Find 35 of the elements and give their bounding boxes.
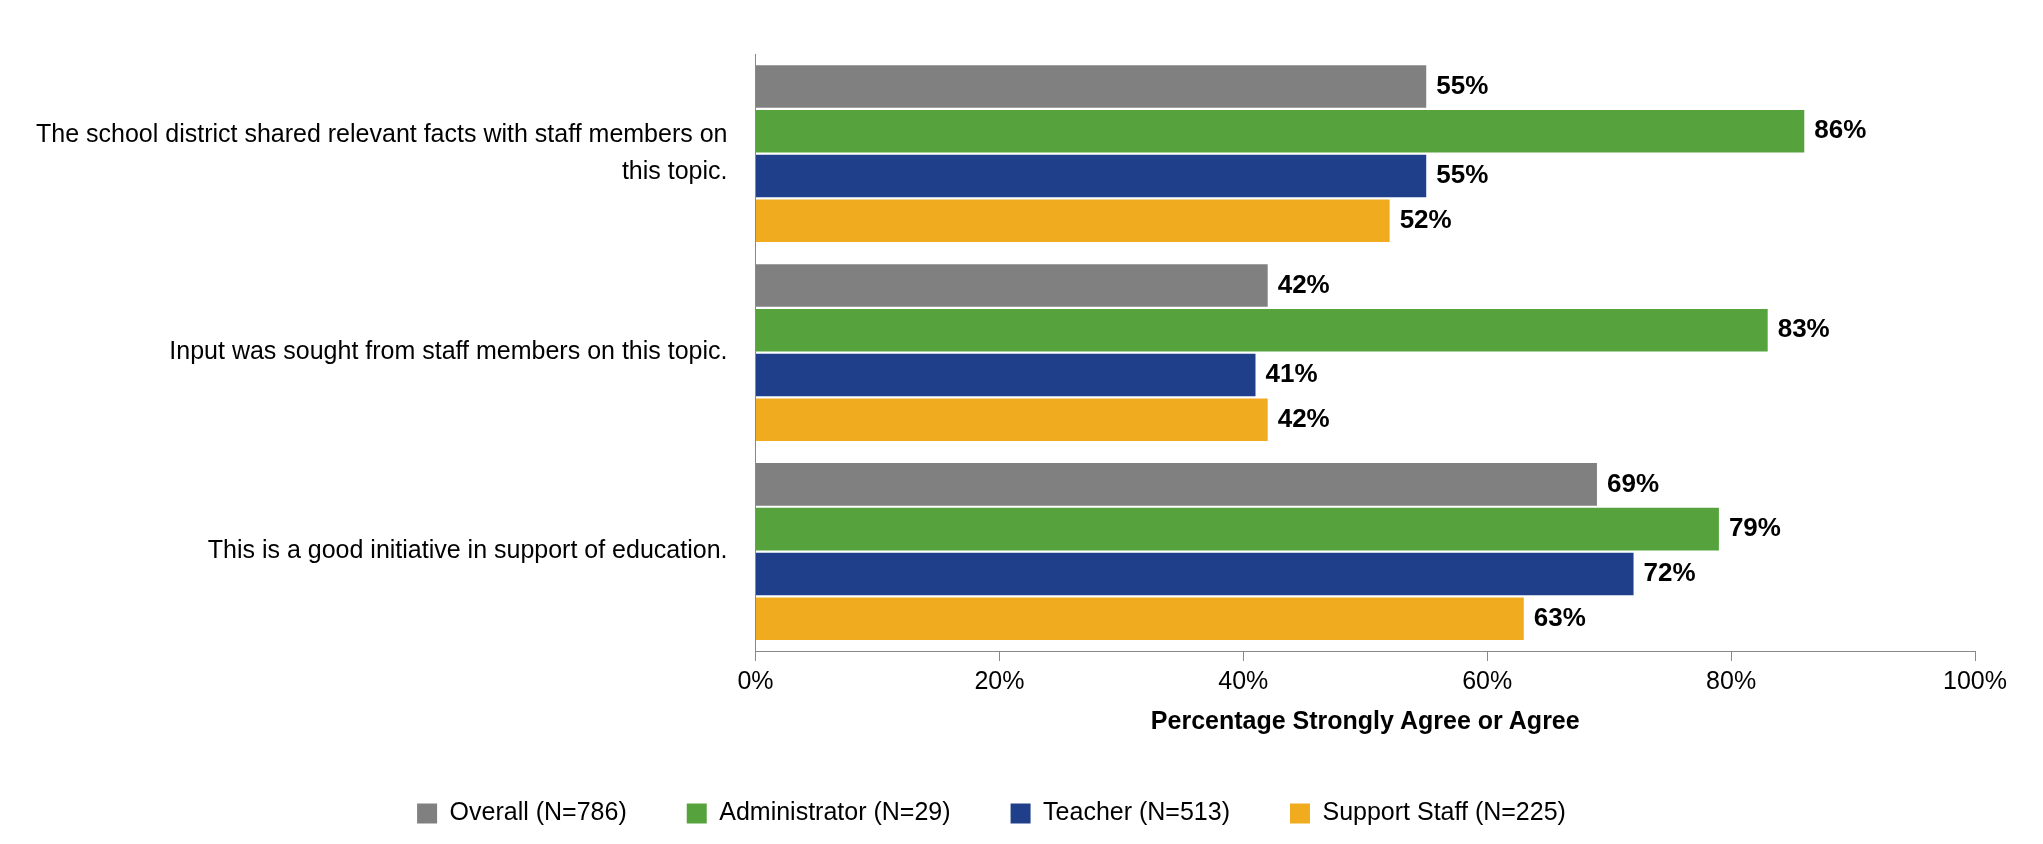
x-tick-label: 20% [974, 665, 1025, 694]
data-label: 83% [1777, 313, 1830, 344]
data-label: 79% [1728, 512, 1781, 543]
data-label: 41% [1265, 358, 1318, 389]
bar [756, 353, 1256, 397]
x-tick-label: 100% [1943, 665, 2007, 694]
legend-label: Support Staff (N=225) [1322, 797, 1566, 826]
data-label: 55% [1436, 159, 1489, 190]
bar [756, 597, 1524, 640]
legend-label: Administrator (N=29) [719, 797, 951, 826]
x-tick-label: 40% [1218, 665, 1269, 694]
bar [756, 552, 1634, 596]
legend-label: Teacher (N=513) [1043, 797, 1230, 826]
x-tick-label: 60% [1462, 665, 1513, 694]
data-label: 42% [1277, 268, 1330, 299]
data-label: 63% [1533, 601, 1586, 632]
x-tick-label: 80% [1706, 665, 1757, 694]
y-tick-label: This is a good initiative in support of education. [207, 535, 728, 564]
y-tick-label: Input was sought from staff members on this topic. [169, 336, 728, 365]
bar [756, 199, 1390, 243]
bar [756, 109, 1805, 153]
bar [756, 308, 1768, 352]
data-label: 42% [1277, 402, 1330, 433]
y-tick-label: The school district shared relevant facts with staff members on this topic. [35, 119, 728, 184]
x-tick-label: 0% [737, 665, 774, 694]
data-label: 72% [1643, 557, 1696, 588]
legend-label: Overall (N=786) [449, 797, 627, 826]
bar [756, 154, 1427, 198]
data-label: 52% [1399, 203, 1452, 234]
data-label: 55% [1436, 69, 1489, 100]
data-label: 69% [1606, 467, 1659, 498]
bar [756, 398, 1268, 441]
bar [756, 507, 1719, 551]
data-label: 86% [1814, 114, 1867, 145]
x-axis-title: Percentage Strongly Agree or Agree [1150, 705, 1580, 734]
